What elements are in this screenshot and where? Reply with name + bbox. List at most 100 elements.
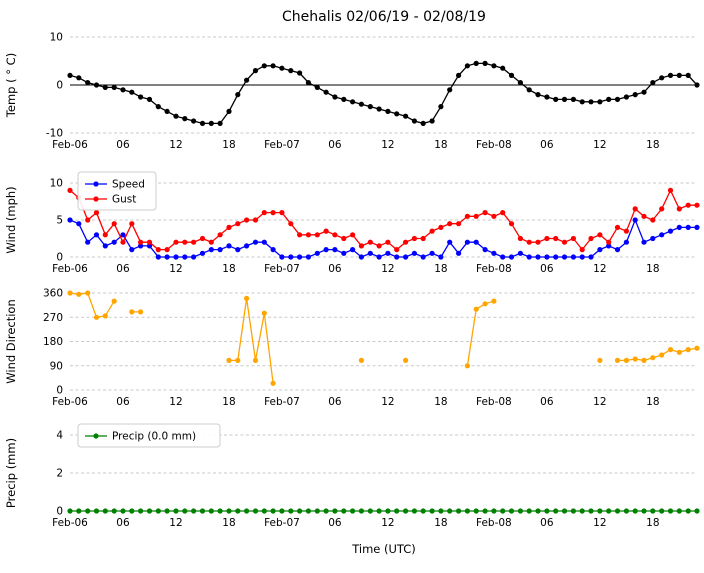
marker (588, 254, 594, 260)
ytick-label: 360 (43, 288, 63, 300)
marker (85, 217, 91, 223)
series-line-temp (69, 62, 698, 125)
marker (588, 235, 594, 242)
marker (403, 357, 409, 363)
marker (376, 508, 382, 514)
marker (694, 202, 700, 208)
marker (244, 77, 250, 83)
marker (129, 508, 135, 514)
marker (420, 235, 426, 242)
marker (632, 206, 638, 212)
xtick-label: 12 (381, 139, 394, 151)
marker (199, 250, 206, 256)
marker (235, 92, 241, 98)
marker (632, 92, 638, 98)
marker (456, 250, 462, 256)
marker (694, 224, 700, 230)
marker (288, 68, 294, 74)
marker (332, 508, 338, 514)
marker (526, 254, 532, 260)
marker (226, 108, 232, 114)
marker (244, 217, 250, 223)
marker (146, 96, 153, 102)
marker (517, 235, 524, 242)
marker (350, 247, 356, 253)
marker (561, 254, 568, 260)
marker (332, 232, 338, 238)
marker (535, 239, 541, 245)
marker (288, 254, 294, 260)
marker (93, 508, 100, 514)
xtick-label: 18 (222, 139, 235, 151)
marker (244, 508, 250, 514)
ytick-label: 2 (56, 468, 63, 480)
marker (411, 250, 417, 256)
y-axis-label: Wind Direction (4, 299, 18, 384)
marker (561, 508, 568, 514)
xtick-label: 12 (593, 263, 606, 275)
marker (376, 254, 382, 260)
marker (279, 65, 285, 71)
marker (456, 508, 462, 514)
marker (173, 239, 179, 245)
marker (314, 232, 320, 238)
marker (570, 96, 577, 102)
marker (641, 89, 647, 95)
xtick-label: 06 (116, 263, 130, 275)
marker (403, 254, 409, 260)
xtick-label: 18 (222, 396, 235, 408)
marker (261, 508, 267, 514)
marker (447, 239, 453, 245)
panel-0: -10 0 10 Feb-06 06 12 18 Feb-07 06 12 18 Feb-08 06 12… (4, 32, 700, 151)
xtick-label: 18 (646, 263, 659, 275)
marker (102, 508, 108, 514)
marker (579, 508, 585, 514)
marker (456, 221, 462, 227)
marker (473, 239, 479, 245)
marker (676, 349, 682, 355)
marker (367, 104, 373, 110)
marker (129, 247, 135, 253)
marker (111, 239, 117, 245)
marker (544, 94, 550, 100)
xtick-label: Feb-07 (264, 139, 300, 151)
xtick-label: 12 (381, 396, 394, 408)
marker (438, 508, 444, 514)
marker (429, 250, 435, 256)
marker (420, 254, 426, 260)
y-axis-label: Wind (mph) (4, 186, 18, 253)
marker (111, 298, 117, 304)
marker (208, 247, 214, 253)
marker (120, 239, 126, 245)
marker (394, 247, 400, 253)
marker (270, 508, 276, 514)
marker (694, 82, 700, 88)
marker (182, 508, 188, 514)
marker (217, 120, 223, 126)
marker (182, 116, 188, 122)
marker (385, 239, 391, 245)
marker (553, 235, 559, 242)
ytick-label: 10 (50, 178, 63, 190)
marker (217, 247, 223, 253)
marker (614, 224, 621, 230)
marker (67, 72, 73, 78)
marker (155, 104, 161, 110)
marker (199, 235, 206, 242)
xtick-label: 18 (434, 139, 447, 151)
marker (199, 508, 206, 514)
chart-title: Chehalis 02/06/19 - 02/08/19 (282, 9, 486, 25)
xtick-label: 12 (169, 517, 182, 529)
marker (93, 232, 100, 238)
legend-label: Precip (0.0 mm) (112, 431, 196, 443)
marker (676, 72, 682, 78)
marker (517, 250, 524, 256)
panel-3: 0 2 4 Feb-06 06 12 18 Feb-07 06 12 18 Feb-08 06 12 18 P… (4, 423, 700, 529)
marker (632, 217, 638, 223)
marker (508, 221, 515, 227)
marker (561, 96, 568, 102)
marker (597, 508, 603, 514)
marker (491, 250, 497, 256)
marker (659, 232, 665, 238)
xtick-label: Feb-08 (476, 517, 512, 529)
